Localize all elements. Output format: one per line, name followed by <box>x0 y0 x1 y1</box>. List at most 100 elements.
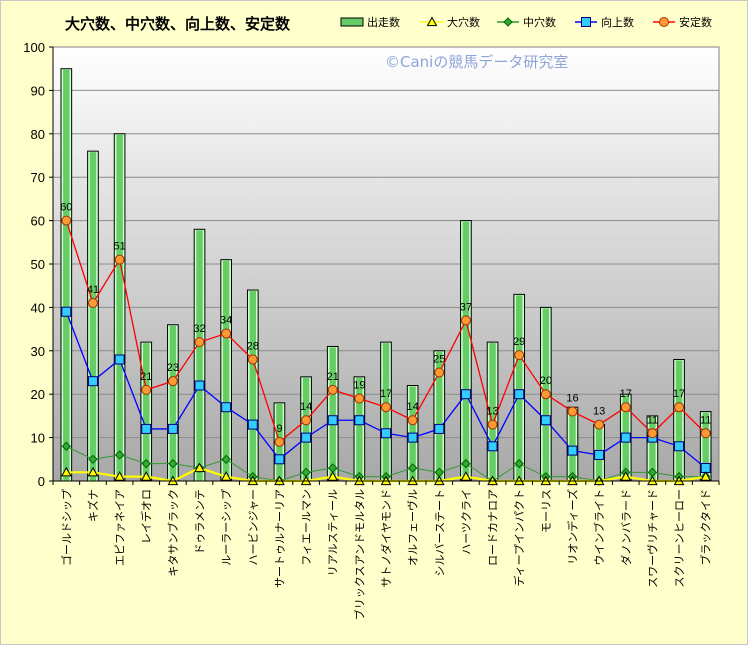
series-marker <box>700 471 712 481</box>
data-label: 17 <box>673 388 685 400</box>
data-label: 17 <box>620 388 632 400</box>
series-marker <box>114 450 125 460</box>
data-label: 34 <box>220 314 232 326</box>
series-marker <box>354 393 365 404</box>
y-tick-label: 40 <box>31 300 45 315</box>
y-tick-label: 60 <box>31 214 45 229</box>
x-tick-label: オルフェーヴル <box>406 489 420 566</box>
series-marker <box>460 315 471 326</box>
series-marker <box>61 306 72 317</box>
series-marker <box>434 423 445 434</box>
x-tick-label: ハーツクライ <box>460 489 473 555</box>
data-labels: 60 41 51 21 23 32 34 28 9 14 21 19 17 14 25 37 13 29 20 16 1… <box>60 202 711 435</box>
series-marker <box>381 402 391 413</box>
legend-marker <box>659 17 669 27</box>
series-marker <box>220 471 232 481</box>
series-marker <box>514 458 524 469</box>
x-tick-label: ルーラーシップ <box>220 489 233 566</box>
series-marker <box>647 428 658 439</box>
x-tick-label: ブラックタイド <box>699 489 713 566</box>
x-tick-label: ブリックスアンドモルタル <box>352 489 366 620</box>
bar <box>89 152 97 481</box>
y-tick-label: 20 <box>31 387 45 402</box>
y-tick-label: 90 <box>31 83 45 98</box>
series-marker <box>620 432 631 443</box>
legend-marker <box>426 16 438 27</box>
series-marker <box>514 350 525 361</box>
series-marker <box>114 354 125 365</box>
bar <box>649 416 656 481</box>
data-label: 51 <box>113 241 125 253</box>
series-marker <box>327 415 338 426</box>
y-tick-label: 0 <box>38 474 45 489</box>
x-tick-label: レイデオロ <box>139 489 153 544</box>
data-label: 32 <box>193 323 205 335</box>
x-tick-label: ディープインパクト <box>512 489 526 587</box>
data-label: 21 <box>327 371 339 383</box>
series-marker <box>61 441 72 451</box>
x-tick-label: ロードカナロア <box>487 489 500 566</box>
series-marker <box>327 471 339 481</box>
series-marker <box>674 441 685 452</box>
x-tick-label: サートゥルナーリア <box>273 489 286 588</box>
data-label: 25 <box>433 354 445 366</box>
series-marker <box>140 471 152 481</box>
series-markers <box>60 215 712 486</box>
series-marker <box>407 463 418 473</box>
data-label: 37 <box>460 301 472 313</box>
series-marker <box>540 389 551 400</box>
series-marker <box>221 402 232 413</box>
series-marker <box>87 376 98 387</box>
series-marker <box>700 428 711 439</box>
bar <box>516 295 523 481</box>
series-marker <box>540 415 551 426</box>
bar <box>462 221 470 481</box>
y-axis: 0 10 20 30 40 50 60 70 80 90 100 <box>23 40 54 489</box>
x-tick-label: エピファネイア <box>114 489 127 566</box>
series-marker <box>381 428 391 439</box>
bar <box>116 134 123 482</box>
series-marker <box>194 337 205 348</box>
series-marker <box>221 328 232 339</box>
bar <box>489 343 496 481</box>
series-marker <box>434 367 445 378</box>
data-label: 11 <box>647 414 658 426</box>
series-marker <box>87 466 99 477</box>
legend-swatch <box>340 17 364 27</box>
bar <box>329 347 336 481</box>
series-marker <box>620 471 632 481</box>
series-marker <box>407 432 418 443</box>
y-tick-label: 30 <box>31 344 45 359</box>
series-marker <box>567 445 578 456</box>
series-marker <box>620 402 631 413</box>
bar <box>702 412 709 481</box>
x-tick-label: スクリーンヒーロー <box>673 489 686 587</box>
series-marker <box>167 423 178 434</box>
data-label: 29 <box>513 336 525 348</box>
series-marker <box>221 454 231 465</box>
series-marker <box>247 419 258 430</box>
x-tick-label: キタサンブラック <box>166 489 180 577</box>
series-marker <box>514 389 525 400</box>
bar <box>222 260 230 481</box>
x-tick-label: リオンディーズ <box>565 489 579 565</box>
series-marker <box>274 454 285 465</box>
legend-label: 出走数 <box>367 15 400 29</box>
x-tick-label: サトノダイヤモンド <box>379 489 393 588</box>
data-label: 21 <box>140 371 152 383</box>
series-marker <box>167 376 178 387</box>
y-tick-label: 50 <box>31 257 45 272</box>
series-marker <box>354 415 365 426</box>
x-tick-label: ゴールドシップ <box>59 489 73 566</box>
bar <box>143 343 150 481</box>
data-label: 60 <box>60 202 72 214</box>
series-marker <box>274 436 285 447</box>
y-tick-label: 100 <box>23 40 45 55</box>
series-marker <box>114 254 125 265</box>
y-tick-label: 80 <box>31 127 45 142</box>
data-label: 9 <box>276 423 282 435</box>
data-label: 16 <box>566 393 578 405</box>
series-marker <box>461 458 471 469</box>
